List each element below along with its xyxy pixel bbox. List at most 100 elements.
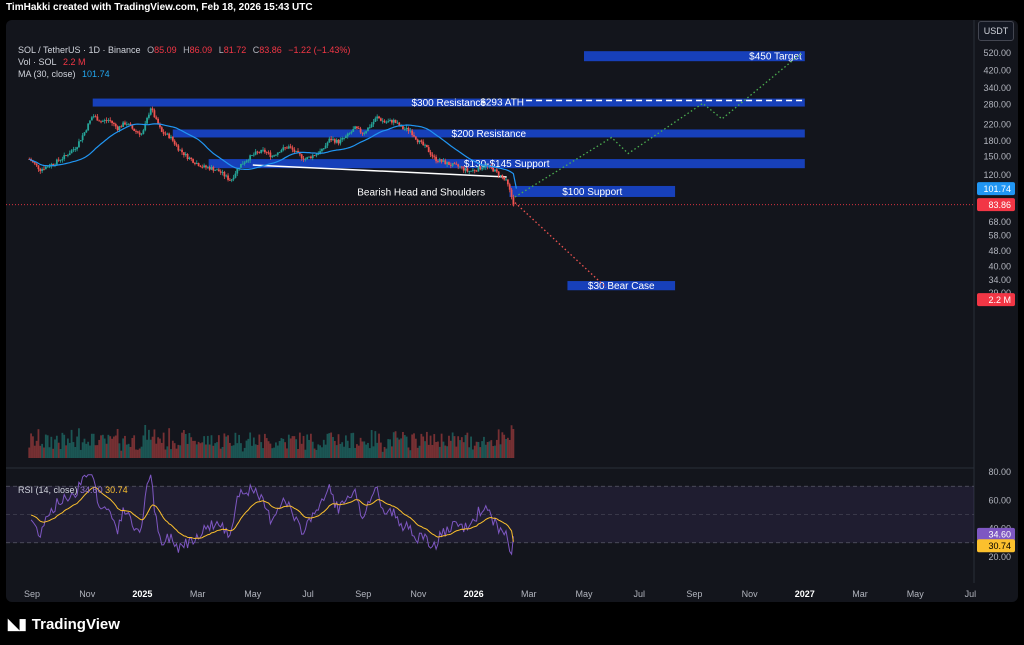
- volume-bar: [398, 439, 401, 458]
- volume-bar: [460, 437, 463, 458]
- symbol-title[interactable]: SOL / TetherUS · 1D · Binance: [18, 45, 141, 55]
- volume-bar: [210, 435, 213, 458]
- volume-bar: [125, 444, 128, 458]
- volume-bar: [433, 434, 436, 458]
- volume-bar: [392, 432, 395, 458]
- low-label: L: [218, 45, 224, 55]
- change-value: −1.22 (−1.43%): [288, 45, 351, 55]
- candle-body: [153, 110, 156, 118]
- candle-body: [262, 149, 264, 151]
- candle-body: [462, 167, 465, 171]
- volume-bar: [472, 449, 474, 458]
- volume-bar: [37, 429, 40, 458]
- volume-bar: [282, 438, 285, 458]
- volume-bar: [184, 434, 187, 458]
- candle-body: [48, 166, 51, 168]
- volume-bar: [260, 442, 263, 458]
- rsi-tag-label: 30.74: [988, 541, 1011, 551]
- candle-body: [241, 163, 244, 165]
- close-value: 83.86: [259, 45, 282, 55]
- volume-bar: [87, 441, 90, 458]
- volume-bar: [66, 438, 69, 458]
- rsi-label[interactable]: RSI (14, close): [18, 485, 78, 495]
- volume-bar: [319, 445, 322, 458]
- volume-bar: [59, 449, 62, 458]
- volume-bar: [510, 425, 513, 458]
- volume-bar: [341, 442, 344, 458]
- volume-bar: [275, 442, 277, 458]
- candle-body: [100, 121, 102, 123]
- volume-bar: [311, 441, 314, 458]
- volume-bar: [195, 444, 198, 458]
- volume-bar: [107, 434, 110, 458]
- volume-bar: [61, 432, 64, 458]
- y-tick-label: 220.00: [983, 119, 1011, 129]
- volume-bar: [302, 435, 305, 458]
- candle-body: [289, 146, 292, 148]
- volume-bar: [30, 433, 32, 458]
- candle-body: [391, 120, 393, 123]
- volume-bar: [197, 441, 200, 458]
- rsi-ma-line: [30, 486, 514, 542]
- x-tick-label: May: [244, 589, 262, 599]
- candle-body: [464, 168, 467, 171]
- volume-bar: [230, 445, 233, 458]
- candle-body: [494, 169, 496, 172]
- ma-label[interactable]: MA (30, close): [18, 69, 76, 79]
- candle-body: [164, 133, 167, 135]
- volume-bar: [217, 435, 220, 458]
- x-tick-label: Mar: [190, 589, 206, 599]
- close-label: C: [252, 45, 260, 55]
- volume-bar: [444, 445, 447, 458]
- volume-bar: [247, 438, 250, 458]
- volume-label[interactable]: Vol · SOL: [18, 57, 57, 67]
- candle-body: [332, 139, 334, 141]
- volume-bar: [271, 448, 274, 458]
- candle-body: [354, 126, 356, 129]
- candle-body: [420, 140, 423, 142]
- candle-body: [368, 127, 371, 128]
- volume-bar: [168, 428, 171, 458]
- candle-body: [317, 153, 320, 155]
- candle-body: [192, 159, 194, 163]
- chart-panel[interactable]: 520.00 420.00 340.00 280.00 220.00 180.00 150.…: [6, 20, 1018, 602]
- x-tick-label: Nov: [79, 589, 96, 599]
- volume-bar: [171, 440, 174, 458]
- volume-bar: [181, 432, 183, 458]
- volume-bar: [52, 448, 55, 458]
- volume-bar: [284, 442, 287, 458]
- candle-body: [243, 162, 246, 164]
- volume-bar: [481, 441, 484, 458]
- volume-bar: [339, 443, 342, 458]
- currency-button[interactable]: USDT: [978, 21, 1014, 41]
- volume-bar: [129, 446, 132, 458]
- chart-canvas[interactable]: 520.00 420.00 340.00 280.00 220.00 180.00 150.…: [6, 20, 1018, 602]
- volume-bar: [243, 447, 246, 458]
- candle-body: [339, 139, 342, 144]
- candle-body: [378, 116, 380, 119]
- candle-body: [216, 169, 218, 171]
- created-by-text: TimHakki created with TradingView.com, F…: [6, 2, 313, 13]
- volume-bar: [113, 436, 115, 458]
- volume-bar: [251, 445, 253, 458]
- candle-body: [260, 149, 263, 153]
- volume-bar: [300, 443, 303, 458]
- volume-bar: [269, 443, 272, 458]
- volume-bar: [166, 446, 169, 458]
- candle-body: [512, 197, 515, 206]
- candle-body: [295, 150, 298, 152]
- volume-bar: [136, 449, 139, 458]
- volume-bar: [43, 447, 45, 458]
- candle-body: [300, 154, 303, 159]
- volume-bar: [144, 424, 147, 458]
- volume-bar: [81, 442, 84, 458]
- candle-body: [159, 124, 161, 128]
- candle-body: [166, 133, 169, 135]
- volume-bar: [306, 434, 309, 458]
- volume-bar: [170, 449, 172, 458]
- volume-bar: [389, 439, 391, 458]
- volume-bar: [151, 436, 154, 458]
- candle-body: [503, 177, 506, 180]
- volume-bar: [328, 433, 331, 458]
- volume-bar: [92, 433, 95, 458]
